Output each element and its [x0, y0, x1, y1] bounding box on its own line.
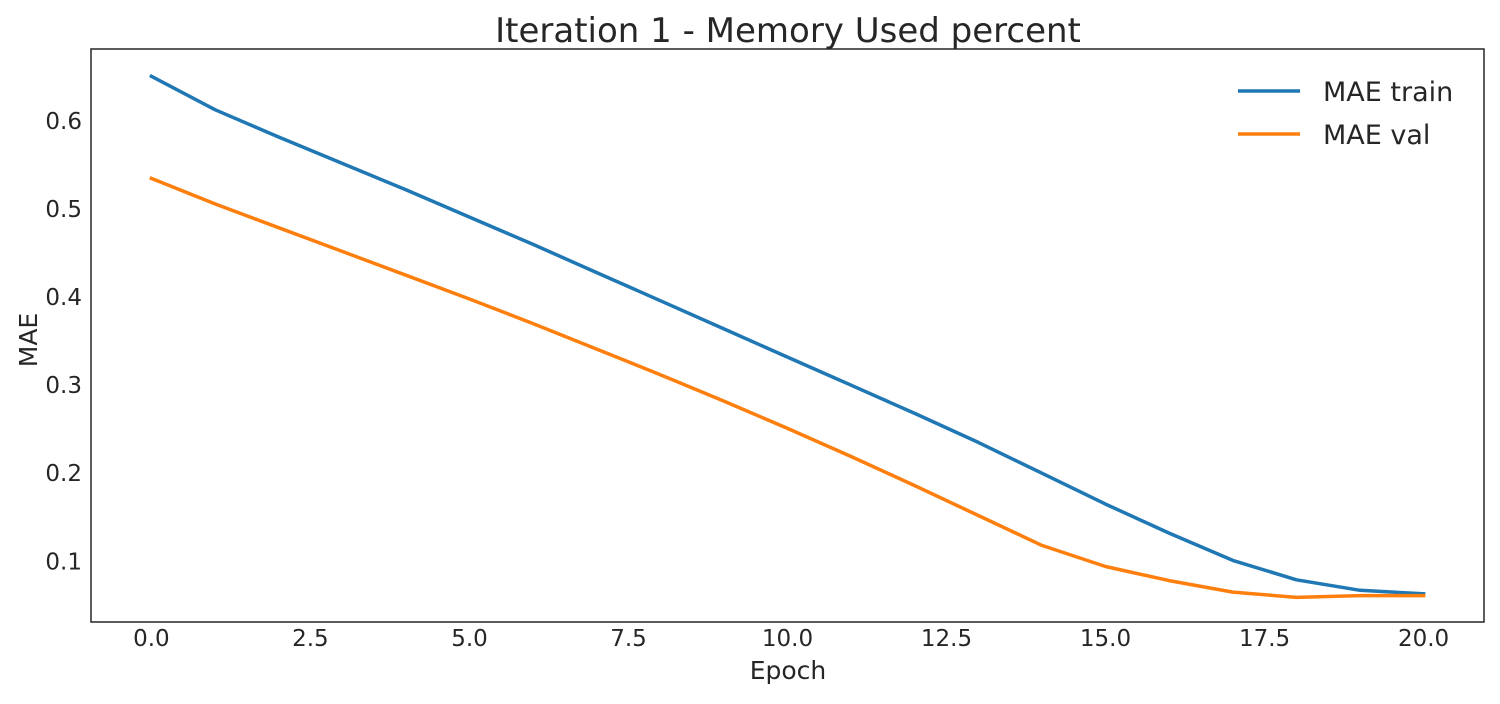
- x-tick-label: 0.0: [133, 626, 170, 652]
- series-line-train: [149, 73, 1426, 596]
- y-axis-ticks: 0.1 0.2 0.3 0.4 0.5 0.6: [45, 109, 82, 575]
- x-tick-label: 20.0: [1398, 626, 1449, 652]
- y-tick-label: 0.2: [45, 461, 82, 487]
- x-tick-label: 15.0: [1080, 626, 1131, 652]
- legend-label: MAE train: [1323, 77, 1453, 108]
- legend: MAE train MAE val: [1238, 77, 1453, 151]
- series-line-val: [149, 176, 1426, 600]
- x-tick-label: 12.5: [921, 626, 972, 652]
- x-tick-label: 7.5: [610, 626, 647, 652]
- x-tick-label: 17.5: [1239, 626, 1290, 652]
- legend-label: MAE val: [1323, 120, 1430, 151]
- y-tick-label: 0.5: [45, 197, 82, 223]
- y-tick-label: 0.6: [45, 109, 82, 135]
- chart-title: Iteration 1 - Memory Used percent: [495, 11, 1081, 51]
- x-axis-label: Epoch: [750, 656, 827, 685]
- x-tick-label: 2.5: [292, 626, 329, 652]
- x-tick-label: 10.0: [762, 626, 813, 652]
- series-lines: [149, 73, 1426, 600]
- plot-frame: [90, 48, 1485, 623]
- y-tick-label: 0.3: [45, 373, 82, 399]
- y-axis-label: MAE: [14, 313, 43, 367]
- x-axis-ticks: 0.0 2.5 5.0 7.5 10.0 12.5 15.0 17.5 20.0: [133, 626, 1449, 652]
- x-tick-label: 5.0: [451, 626, 488, 652]
- y-tick-label: 0.4: [45, 285, 82, 311]
- y-tick-label: 0.1: [45, 549, 82, 575]
